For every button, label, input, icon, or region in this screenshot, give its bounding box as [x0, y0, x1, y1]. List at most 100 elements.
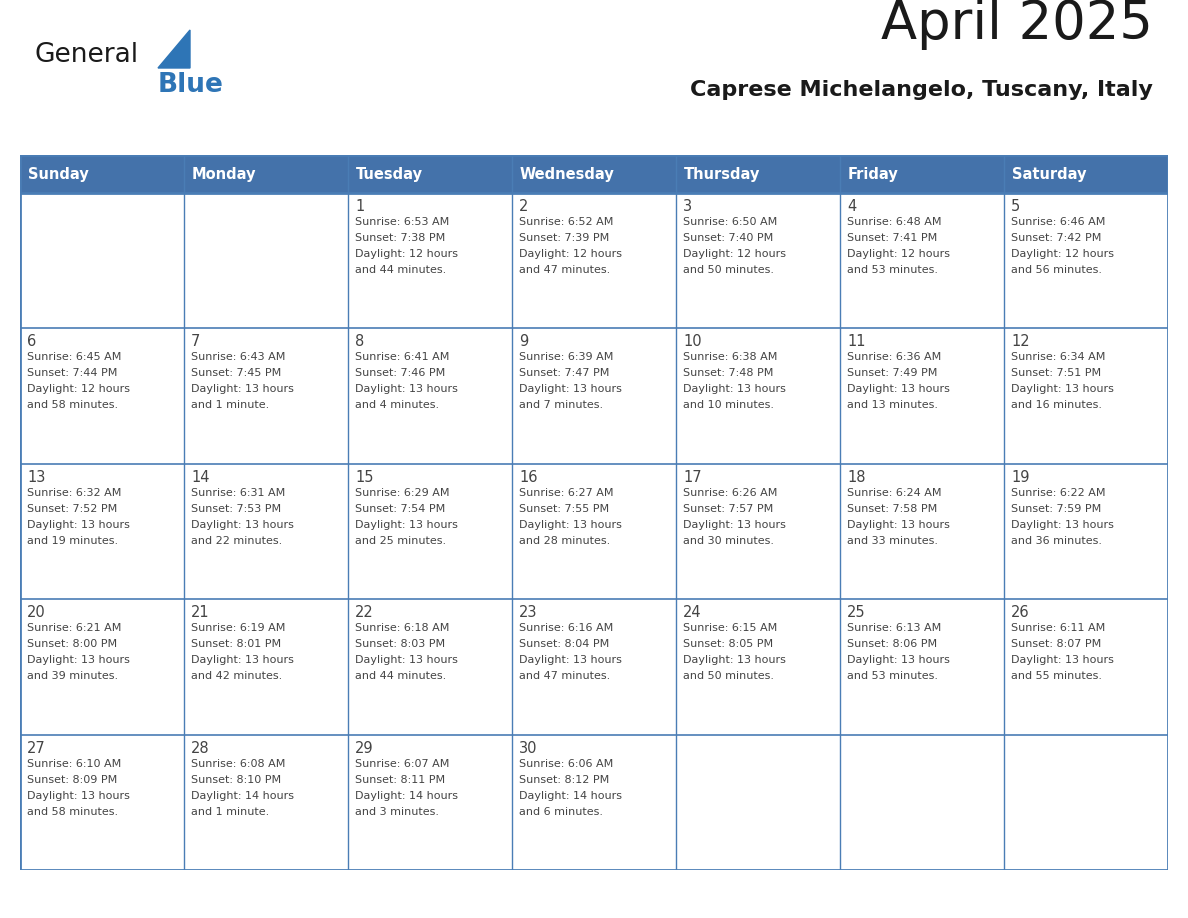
Text: Sunset: 7:53 PM: Sunset: 7:53 PM [191, 504, 282, 514]
Bar [20, 155, 184, 193]
Bar [184, 464, 348, 599]
Text: Sunset: 7:38 PM: Sunset: 7:38 PM [355, 233, 446, 243]
Text: Daylight: 13 hours: Daylight: 13 hours [683, 655, 786, 666]
Text: and 25 minutes.: and 25 minutes. [355, 536, 447, 546]
Text: Sunset: 8:07 PM: Sunset: 8:07 PM [1011, 639, 1101, 649]
Text: 27: 27 [27, 741, 46, 756]
Text: Sunrise: 6:08 AM: Sunrise: 6:08 AM [191, 758, 285, 768]
Bar [512, 734, 676, 870]
Bar [20, 734, 184, 870]
Bar [676, 329, 840, 464]
Text: Sunset: 8:01 PM: Sunset: 8:01 PM [191, 639, 282, 649]
Text: Sunrise: 6:50 AM: Sunrise: 6:50 AM [683, 217, 777, 227]
Text: Sunrise: 6:46 AM: Sunrise: 6:46 AM [1011, 217, 1105, 227]
Text: Sunrise: 6:19 AM: Sunrise: 6:19 AM [191, 623, 285, 633]
Text: Sunset: 7:44 PM: Sunset: 7:44 PM [27, 368, 118, 378]
Text: Sunrise: 6:06 AM: Sunrise: 6:06 AM [519, 758, 613, 768]
Bar [20, 329, 184, 464]
Bar [676, 464, 840, 599]
Text: 26: 26 [1011, 605, 1030, 621]
Bar [348, 155, 512, 193]
Text: Sunset: 7:45 PM: Sunset: 7:45 PM [191, 368, 282, 378]
Text: 5: 5 [1011, 199, 1020, 214]
Text: Daylight: 13 hours: Daylight: 13 hours [519, 385, 621, 395]
Text: and 13 minutes.: and 13 minutes. [847, 400, 939, 410]
Text: Sunset: 7:46 PM: Sunset: 7:46 PM [355, 368, 446, 378]
Text: Daylight: 14 hours: Daylight: 14 hours [191, 790, 293, 800]
Text: Sunrise: 6:18 AM: Sunrise: 6:18 AM [355, 623, 449, 633]
Text: Daylight: 12 hours: Daylight: 12 hours [519, 249, 623, 259]
Text: 20: 20 [27, 605, 46, 621]
Text: and 30 minutes.: and 30 minutes. [683, 536, 775, 546]
Text: Daylight: 13 hours: Daylight: 13 hours [191, 520, 293, 530]
Bar [512, 599, 676, 734]
Text: April 2025: April 2025 [881, 0, 1154, 50]
Text: Daylight: 14 hours: Daylight: 14 hours [519, 790, 623, 800]
Bar [348, 193, 512, 329]
Bar [348, 734, 512, 870]
Text: 7: 7 [191, 334, 201, 350]
Text: Daylight: 13 hours: Daylight: 13 hours [847, 655, 950, 666]
Text: Daylight: 12 hours: Daylight: 12 hours [355, 249, 459, 259]
Text: and 47 minutes.: and 47 minutes. [519, 671, 611, 681]
Text: and 16 minutes.: and 16 minutes. [1011, 400, 1102, 410]
Text: Sunset: 7:42 PM: Sunset: 7:42 PM [1011, 233, 1101, 243]
Text: and 1 minute.: and 1 minute. [191, 400, 270, 410]
Bar [512, 464, 676, 599]
Text: and 53 minutes.: and 53 minutes. [847, 265, 939, 275]
Bar [1004, 193, 1168, 329]
Bar [1004, 464, 1168, 599]
Bar [676, 734, 840, 870]
Text: Sunset: 7:40 PM: Sunset: 7:40 PM [683, 233, 773, 243]
Text: Daylight: 13 hours: Daylight: 13 hours [191, 655, 293, 666]
Bar [184, 734, 348, 870]
Text: and 39 minutes.: and 39 minutes. [27, 671, 118, 681]
Text: and 42 minutes.: and 42 minutes. [191, 671, 283, 681]
Text: and 56 minutes.: and 56 minutes. [1011, 265, 1102, 275]
Text: Daylight: 13 hours: Daylight: 13 hours [1011, 655, 1114, 666]
Text: 12: 12 [1011, 334, 1030, 350]
Text: Daylight: 13 hours: Daylight: 13 hours [683, 385, 786, 395]
Text: Daylight: 13 hours: Daylight: 13 hours [191, 385, 293, 395]
Bar [20, 464, 184, 599]
Bar [676, 155, 840, 193]
Text: and 6 minutes.: and 6 minutes. [519, 807, 604, 817]
Text: Sunrise: 6:41 AM: Sunrise: 6:41 AM [355, 353, 449, 363]
Text: Blue: Blue [158, 72, 223, 98]
Text: Daylight: 13 hours: Daylight: 13 hours [355, 385, 457, 395]
Text: and 7 minutes.: and 7 minutes. [519, 400, 604, 410]
Bar [840, 464, 1004, 599]
Text: Thursday: Thursday [684, 166, 760, 182]
Text: and 44 minutes.: and 44 minutes. [355, 265, 447, 275]
Text: 6: 6 [27, 334, 37, 350]
Text: 25: 25 [847, 605, 866, 621]
Text: Sunrise: 6:34 AM: Sunrise: 6:34 AM [1011, 353, 1105, 363]
Text: Sunset: 7:49 PM: Sunset: 7:49 PM [847, 368, 937, 378]
Text: 28: 28 [191, 741, 209, 756]
Text: and 4 minutes.: and 4 minutes. [355, 400, 440, 410]
Text: 2: 2 [519, 199, 529, 214]
Bar [184, 599, 348, 734]
Text: and 1 minute.: and 1 minute. [191, 807, 270, 817]
Text: and 58 minutes.: and 58 minutes. [27, 400, 118, 410]
Text: Daylight: 12 hours: Daylight: 12 hours [847, 249, 950, 259]
Bar [512, 193, 676, 329]
Text: 3: 3 [683, 199, 693, 214]
Text: Daylight: 13 hours: Daylight: 13 hours [27, 520, 129, 530]
Text: and 44 minutes.: and 44 minutes. [355, 671, 447, 681]
Text: Wednesday: Wednesday [520, 166, 614, 182]
Bar [840, 329, 1004, 464]
Text: and 50 minutes.: and 50 minutes. [683, 265, 775, 275]
Text: 22: 22 [355, 605, 374, 621]
Bar [840, 193, 1004, 329]
Text: Sunrise: 6:13 AM: Sunrise: 6:13 AM [847, 623, 941, 633]
Text: Sunrise: 6:32 AM: Sunrise: 6:32 AM [27, 487, 121, 498]
Text: Daylight: 13 hours: Daylight: 13 hours [27, 790, 129, 800]
Text: and 10 minutes.: and 10 minutes. [683, 400, 775, 410]
Text: Sunrise: 6:26 AM: Sunrise: 6:26 AM [683, 487, 777, 498]
Bar [676, 193, 840, 329]
Text: Sunrise: 6:36 AM: Sunrise: 6:36 AM [847, 353, 941, 363]
Text: Sunrise: 6:52 AM: Sunrise: 6:52 AM [519, 217, 613, 227]
Text: Sunset: 7:58 PM: Sunset: 7:58 PM [847, 504, 937, 514]
Text: Sunset: 7:39 PM: Sunset: 7:39 PM [519, 233, 609, 243]
